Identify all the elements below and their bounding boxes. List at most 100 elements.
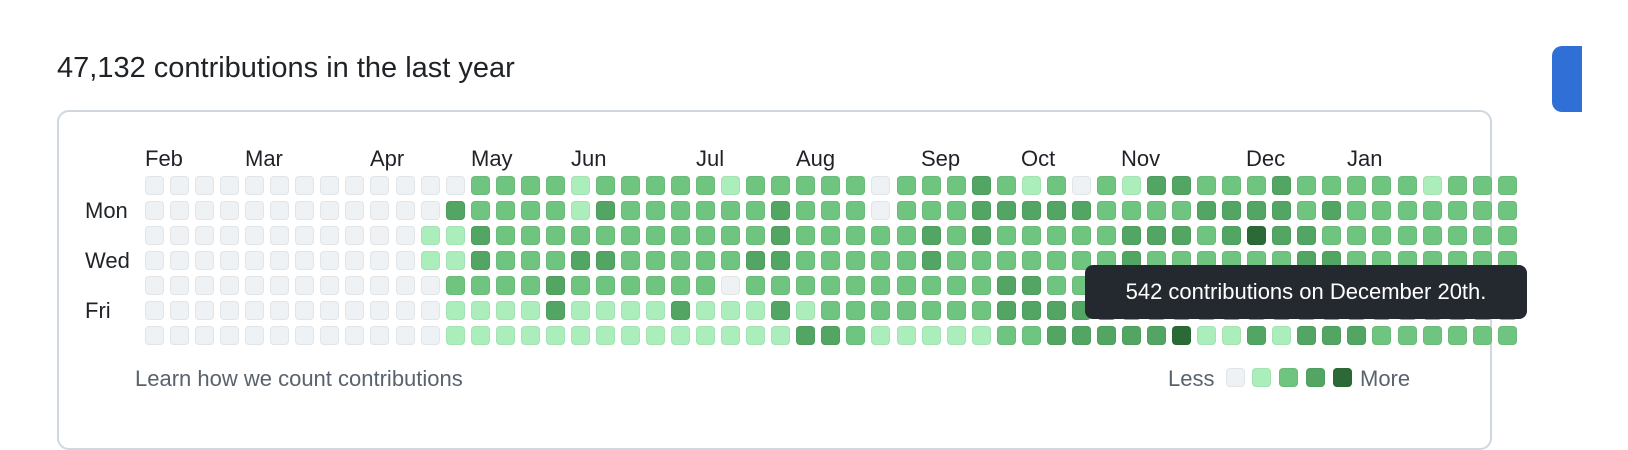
- contribution-day-cell[interactable]: [1272, 201, 1291, 220]
- contribution-day-cell[interactable]: [721, 226, 740, 245]
- contribution-day-cell[interactable]: [1247, 201, 1266, 220]
- contribution-day-cell[interactable]: [220, 326, 239, 345]
- contribution-day-cell[interactable]: [421, 226, 440, 245]
- contribution-day-cell[interactable]: [997, 226, 1016, 245]
- contribution-day-cell[interactable]: [571, 276, 590, 295]
- contribution-day-cell[interactable]: [746, 326, 765, 345]
- contribution-day-cell[interactable]: [771, 176, 790, 195]
- contribution-day-cell[interactable]: [571, 251, 590, 270]
- contribution-day-cell[interactable]: [295, 301, 314, 320]
- contribution-day-cell[interactable]: [897, 176, 916, 195]
- contribution-day-cell[interactable]: [1297, 326, 1316, 345]
- contribution-day-cell[interactable]: [846, 326, 865, 345]
- contribution-day-cell[interactable]: [1022, 326, 1041, 345]
- contribution-day-cell[interactable]: [1498, 226, 1517, 245]
- contribution-day-cell[interactable]: [1347, 226, 1366, 245]
- contribution-day-cell[interactable]: [1297, 176, 1316, 195]
- contribution-day-cell[interactable]: [821, 201, 840, 220]
- contribution-day-cell[interactable]: [1172, 226, 1191, 245]
- contribution-day-cell[interactable]: [1022, 201, 1041, 220]
- contribution-day-cell[interactable]: [696, 176, 715, 195]
- side-panel-tab[interactable]: [1552, 46, 1582, 112]
- contribution-day-cell[interactable]: [771, 276, 790, 295]
- contribution-day-cell[interactable]: [1122, 226, 1141, 245]
- contribution-day-cell[interactable]: [496, 276, 515, 295]
- contribution-day-cell[interactable]: [370, 176, 389, 195]
- contribution-day-cell[interactable]: [1347, 176, 1366, 195]
- contribution-day-cell[interactable]: [571, 301, 590, 320]
- contribution-day-cell[interactable]: [1072, 326, 1091, 345]
- contribution-day-cell[interactable]: [170, 301, 189, 320]
- contribution-day-cell[interactable]: [1047, 326, 1066, 345]
- contribution-day-cell[interactable]: [821, 301, 840, 320]
- contribution-day-cell[interactable]: [170, 326, 189, 345]
- contribution-day-cell[interactable]: [947, 176, 966, 195]
- contribution-day-cell[interactable]: [696, 276, 715, 295]
- contribution-day-cell[interactable]: [922, 176, 941, 195]
- contribution-day-cell[interactable]: [646, 301, 665, 320]
- contribution-day-cell[interactable]: [245, 276, 264, 295]
- contribution-day-cell[interactable]: [1448, 226, 1467, 245]
- learn-contributions-link[interactable]: Learn how we count contributions: [135, 366, 463, 391]
- contribution-day-cell[interactable]: [1172, 201, 1191, 220]
- contribution-day-cell[interactable]: [571, 226, 590, 245]
- contribution-day-cell[interactable]: [496, 176, 515, 195]
- contribution-day-cell[interactable]: [1372, 226, 1391, 245]
- contribution-day-cell[interactable]: [721, 276, 740, 295]
- contribution-day-cell[interactable]: [796, 251, 815, 270]
- contribution-day-cell[interactable]: [1197, 326, 1216, 345]
- contribution-day-cell[interactable]: [846, 226, 865, 245]
- contribution-day-cell[interactable]: [621, 251, 640, 270]
- contribution-day-cell[interactable]: [1122, 176, 1141, 195]
- contribution-day-cell[interactable]: [1372, 201, 1391, 220]
- contribution-day-cell[interactable]: [1097, 226, 1116, 245]
- contribution-day-cell[interactable]: [320, 201, 339, 220]
- contribution-day-cell[interactable]: [771, 301, 790, 320]
- contribution-day-cell[interactable]: [1047, 226, 1066, 245]
- contribution-day-cell[interactable]: [170, 251, 189, 270]
- contribution-day-cell[interactable]: [696, 251, 715, 270]
- contribution-day-cell[interactable]: [671, 226, 690, 245]
- contribution-day-cell[interactable]: [1247, 226, 1266, 245]
- contribution-day-cell[interactable]: [897, 326, 916, 345]
- contribution-day-cell[interactable]: [345, 276, 364, 295]
- contribution-day-cell[interactable]: [571, 201, 590, 220]
- contribution-day-cell[interactable]: [220, 176, 239, 195]
- contribution-day-cell[interactable]: [1097, 201, 1116, 220]
- contribution-day-cell[interactable]: [1372, 176, 1391, 195]
- contribution-day-cell[interactable]: [446, 251, 465, 270]
- contribution-day-cell[interactable]: [270, 251, 289, 270]
- contribution-day-cell[interactable]: [721, 301, 740, 320]
- contribution-day-cell[interactable]: [270, 301, 289, 320]
- contribution-day-cell[interactable]: [295, 326, 314, 345]
- contribution-day-cell[interactable]: [746, 226, 765, 245]
- contribution-day-cell[interactable]: [1448, 201, 1467, 220]
- contribution-day-cell[interactable]: [1297, 226, 1316, 245]
- contribution-day-cell[interactable]: [546, 226, 565, 245]
- contribution-day-cell[interactable]: [846, 301, 865, 320]
- contribution-day-cell[interactable]: [1072, 201, 1091, 220]
- contribution-day-cell[interactable]: [345, 251, 364, 270]
- contribution-day-cell[interactable]: [922, 326, 941, 345]
- contribution-day-cell[interactable]: [871, 226, 890, 245]
- contribution-day-cell[interactable]: [521, 251, 540, 270]
- contribution-day-cell[interactable]: [295, 201, 314, 220]
- contribution-day-cell[interactable]: [1473, 201, 1492, 220]
- contribution-day-cell[interactable]: [871, 201, 890, 220]
- contribution-day-cell[interactable]: [1047, 176, 1066, 195]
- contribution-day-cell[interactable]: [270, 201, 289, 220]
- contribution-day-cell[interactable]: [521, 301, 540, 320]
- contribution-day-cell[interactable]: [521, 276, 540, 295]
- contribution-day-cell[interactable]: [446, 301, 465, 320]
- contribution-day-cell[interactable]: [295, 276, 314, 295]
- contribution-day-cell[interactable]: [270, 326, 289, 345]
- contribution-day-cell[interactable]: [1097, 326, 1116, 345]
- contribution-day-cell[interactable]: [871, 301, 890, 320]
- contribution-day-cell[interactable]: [771, 201, 790, 220]
- contribution-day-cell[interactable]: [972, 176, 991, 195]
- contribution-day-cell[interactable]: [972, 301, 991, 320]
- contribution-day-cell[interactable]: [446, 276, 465, 295]
- contribution-day-cell[interactable]: [596, 251, 615, 270]
- contribution-day-cell[interactable]: [446, 201, 465, 220]
- contribution-day-cell[interactable]: [1072, 251, 1091, 270]
